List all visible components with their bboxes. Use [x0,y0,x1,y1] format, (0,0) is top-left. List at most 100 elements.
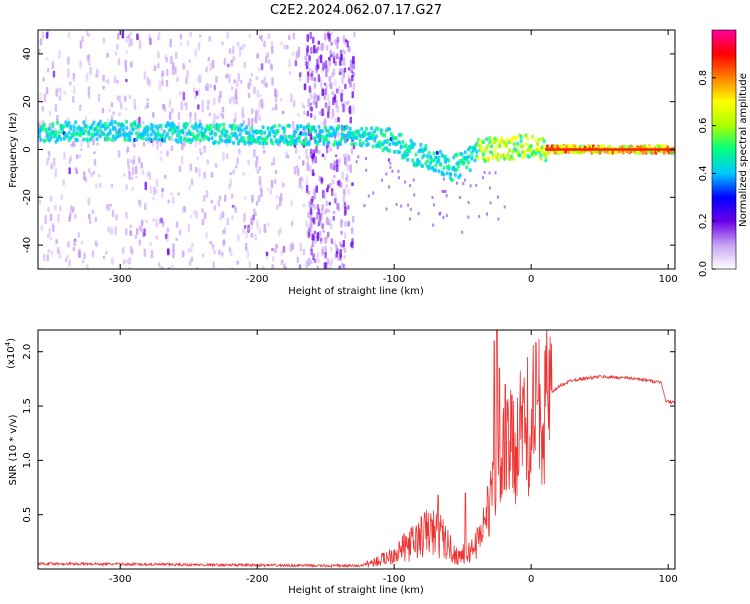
spectrogram-noise-cell [203,172,206,179]
spectrogram-noise-cell [172,243,175,252]
spectrogram-ridge-cell [547,150,551,155]
spectrogram-noise-cell [398,176,400,180]
spectrogram-ridge-cell [179,139,183,144]
spectrogram-noise-cell [75,154,79,160]
spectrogram-noise-cell [340,244,343,248]
spectrogram-noise-cell [478,215,481,218]
spectrogram-ridge-cell [439,162,443,167]
spectrogram-noise-cell [397,169,400,173]
spectrogram-noise-cell [475,183,478,187]
spectrogram-noise-cell [483,171,486,174]
spectrogram-ridge-cell [107,136,110,141]
spectrogram-noise-cell [432,223,435,227]
spectrogram-noise-cell [338,179,341,187]
spectrogram-noise-cell [262,265,265,269]
spectrogram-noise-cell [461,230,464,234]
spectrogram-noise-cell [67,241,70,248]
spectrogram-noise-cell [324,60,328,69]
spectrogram-ridge-cell [527,154,531,159]
spectrogram-ridge-cell [282,126,286,131]
spectrogram-noise-cell [304,55,307,61]
spectrogram-noise-cell [407,203,410,207]
spectrogram-ridge-cell [67,131,71,135]
spectrogram-ridge-cell [355,136,359,140]
spectrogram-noise-cell [467,215,470,219]
spectrogram-ridge-cell [506,152,510,157]
spectrogram-noise-cell [439,211,442,215]
spectrogram-x-tick-label: 100 [659,274,678,285]
spectrogram-noise-cell [223,57,227,66]
spectrogram-noise-cell [166,227,170,233]
spectrogram-noise-cell [333,39,337,45]
spectrogram-noise-cell [45,57,49,61]
spectrogram-noise-cell [291,220,294,227]
spectrogram-noise-cell [230,86,234,90]
colorbar-tick-label: 0.8 [698,70,709,86]
spectrogram-noise-cell [150,250,154,259]
spectrogram-noise-cell [230,96,234,102]
spectrogram-noise-cell [305,148,308,155]
spectrogram-noise-cell [208,112,212,117]
spectrogram-noise-cell [143,248,147,257]
spectrogram-noise-cell [242,172,245,176]
spectrogram-ridge-cell [536,141,540,146]
spectrogram-noise-cell [133,105,137,110]
spectrogram-noise-cell [325,208,328,213]
spectrogram-ridge-cell [426,159,429,164]
spectrogram-ridge-cell [181,130,184,135]
spectrogram-noise-cell [274,88,277,97]
spectrogram-noise-cell [236,157,239,165]
spectrogram-noise-cell [159,150,163,155]
spectrogram-noise-cell [321,88,324,96]
spectrogram-ridge-cell [442,166,446,171]
spectrogram-noise-cell [229,172,232,176]
spectrogram-ridge-cell [383,133,387,138]
spectrogram-ridge-cell [638,151,641,155]
spectrogram-ridge-cell [299,124,303,129]
spectrogram-ridge-cell [427,164,431,169]
spectrogram-noise-cell [232,56,236,61]
spectrogram-noise-cell [123,173,126,177]
spectrogram-ridge-cell [486,143,490,148]
spectrogram-ridge-cell [393,149,397,154]
spectrogram-ridge-cell [352,130,355,135]
spectrogram-noise-cell [350,69,354,74]
spectrogram-noise-cell [311,70,314,74]
snr-scale-close: ) [6,338,17,342]
spectrogram-noise-cell [313,82,317,89]
spectrogram-noise-cell [89,67,92,75]
spectrogram-noise-cell [320,43,324,52]
spectrogram-ridge-cell [315,142,319,147]
spectrogram-ridge-cell [411,145,415,150]
spectrogram-noise-cell [344,39,348,43]
spectrogram-ridge-cell [108,128,112,133]
spectrogram-noise-cell [169,38,172,48]
spectrogram-noise-cell [86,31,89,36]
spectrogram-noise-cell [282,182,285,188]
spectrogram-ridge-cell [333,131,337,136]
spectrogram-y-tick-label: 40 [22,48,33,61]
spectrogram-noise-cell [185,76,188,84]
spectrogram-noise-cell [215,76,218,83]
spectrogram-noise-cell [218,195,222,201]
spectrogram-ridge-cell [424,143,428,148]
spectrogram-noise-cell [351,237,354,244]
spectrogram-noise-cell [329,246,333,252]
spectrogram-ridge-cell [388,142,392,147]
spectrogram-ridge-cell [248,133,252,138]
spectrogram-noise-cell [186,40,190,47]
spectrogram-noise-cell [467,200,470,204]
spectrogram-ridge-cell [455,167,459,172]
spectrogram-noise-cell [68,158,72,165]
spectrogram-noise-cell [155,223,159,228]
spectrogram-ridge-cell [213,140,217,144]
spectrogram-noise-cell [201,99,204,106]
spectrogram-noise-cell [497,217,500,221]
spectrogram-noise-cell [221,211,225,218]
spectrogram-ridge-cell [177,132,181,137]
spectrogram-noise-cell [325,45,329,51]
snr-scale-prefix: (x10 [6,346,17,369]
spectrogram-noise-cell [347,221,350,227]
spectrogram-ridge-cell [121,123,125,128]
spectrogram-noise-cell [242,228,245,235]
